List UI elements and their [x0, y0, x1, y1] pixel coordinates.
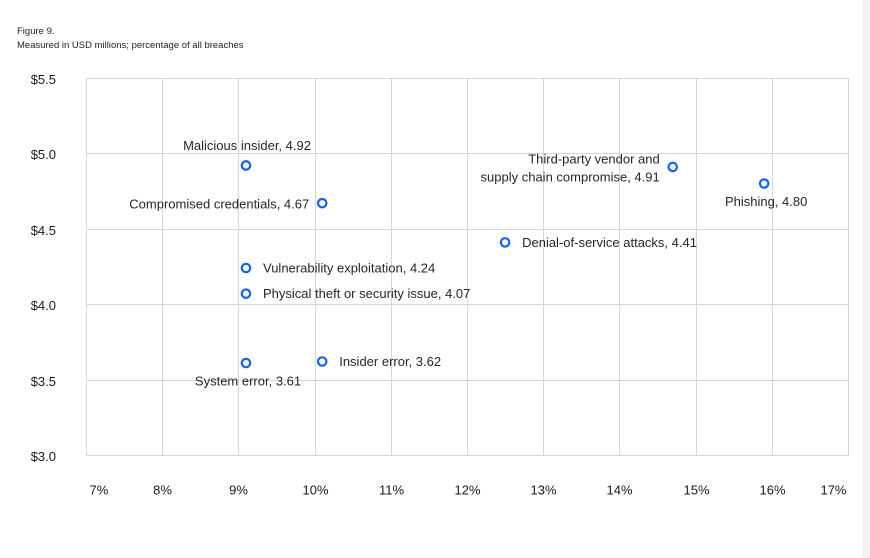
data-point — [316, 197, 328, 209]
y-tick-label: $4.0 — [31, 298, 56, 313]
data-point — [240, 160, 252, 171]
y-tick-label: $5.5 — [31, 72, 56, 87]
data-point-label: Third-party vendor and — [528, 151, 660, 166]
y-tick-label: $4.5 — [31, 223, 56, 238]
x-tick-label: 10% — [302, 483, 328, 498]
data-point-group: Compromised credentials, 4.67 — [129, 197, 328, 212]
data-point — [240, 288, 252, 299]
data-point-label: System error, 3.61 — [195, 374, 301, 389]
data-point-group: Malicious insider, 4.92 — [183, 138, 311, 171]
x-tick-label: 11% — [379, 483, 404, 498]
y-tick-label: $5.0 — [31, 147, 56, 162]
data-point-group: Insider error, 3.62 — [316, 354, 441, 369]
data-point-group: Vulnerability exploitation, 4.24 — [240, 261, 435, 276]
x-tick-label: 16% — [759, 483, 785, 498]
x-tick-label: 8% — [153, 483, 172, 498]
data-point-group: Denial-of-service attacks, 4.41 — [499, 235, 697, 250]
data-point — [758, 178, 770, 189]
data-point — [240, 357, 252, 369]
x-tick-label: 12% — [454, 483, 480, 498]
x-tick-label: 15% — [683, 483, 709, 498]
data-point-label: Malicious insider, 4.92 — [183, 138, 311, 153]
data-point-group: Phishing, 4.80 — [725, 178, 807, 209]
data-point — [667, 161, 679, 173]
x-axis-tick-labels: 7% 8% 9% 10% 11% 12% 13% 14% 15% 16% 17% — [90, 483, 847, 498]
y-axis-tick-labels: $5.5 $5.0 $4.5 $4.0 $3.5 $3.0 — [31, 72, 56, 464]
data-point — [316, 356, 328, 367]
y-tick-label: $3.0 — [31, 449, 56, 464]
x-tick-label: 9% — [229, 483, 248, 498]
data-point-label: Physical theft or security issue, 4.07 — [263, 286, 470, 301]
data-point — [240, 262, 252, 274]
figure-subtitle: Measured in USD millions; percentage of … — [17, 40, 244, 51]
data-point-group: Physical theft or security issue, 4.07 — [240, 286, 470, 301]
x-tick-label: 14% — [606, 483, 632, 498]
data-point-label: Vulnerability exploitation, 4.24 — [263, 261, 435, 276]
data-point-label: Compromised credentials, 4.67 — [129, 197, 309, 212]
x-tick-label: 7% — [90, 483, 109, 498]
data-point-label: Denial-of-service attacks, 4.41 — [522, 235, 697, 250]
gridlines — [86, 78, 849, 456]
figure-label: Figure 9. — [17, 26, 55, 37]
data-point-group: System error, 3.61 — [195, 357, 301, 389]
data-point-group: Third-party vendor and supply chain compr… — [481, 151, 679, 184]
x-tick-label: 17% — [820, 483, 846, 498]
data-point-label: Phishing, 4.80 — [725, 194, 807, 209]
data-point — [499, 237, 511, 248]
x-tick-label: 13% — [530, 483, 556, 498]
data-point-label: supply chain compromise, 4.91 — [481, 169, 660, 184]
y-tick-label: $3.5 — [31, 374, 56, 389]
data-points: Malicious insider, 4.92 Third-party vendo… — [129, 138, 807, 389]
page-edge-strip — [862, 0, 870, 558]
data-point-label: Insider error, 3.62 — [339, 354, 441, 369]
